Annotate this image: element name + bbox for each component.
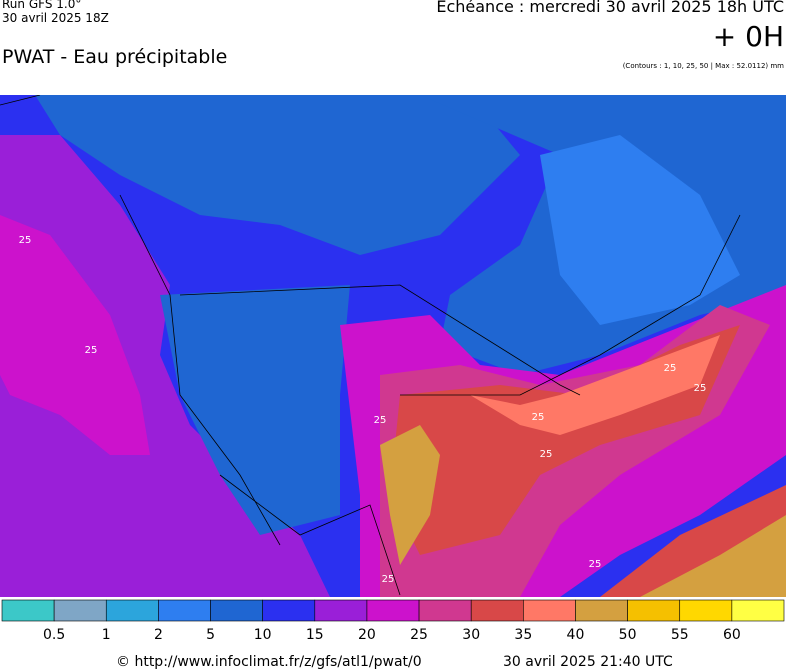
title: PWAT - Eau précipitable xyxy=(2,46,228,68)
contour-label: 25 xyxy=(540,449,553,460)
field xyxy=(470,335,720,435)
contour-label: 25 xyxy=(85,345,98,356)
contours-note: (Contours : 1, 10, 25, 50 | Max : 52.011… xyxy=(622,62,784,70)
field xyxy=(540,135,740,325)
contour-label: 25 xyxy=(664,363,677,374)
echeance: Echéance : mercredi 30 avril 2025 18h UT… xyxy=(436,0,784,16)
contour-label: 25 xyxy=(589,559,602,570)
legend-swatch xyxy=(627,599,681,622)
legend: 0.5 1 2 5 10 15 20 25 30 35 40 50 55 60 xyxy=(1,599,785,643)
legend-swatch xyxy=(575,599,628,622)
contour-label: 25 xyxy=(532,412,545,423)
legend-label: 1 xyxy=(102,627,111,643)
legend-label: 20 xyxy=(358,627,376,643)
legend-swatch xyxy=(210,599,263,622)
field xyxy=(35,95,520,255)
contour-label: 25 xyxy=(694,383,707,394)
offset: + 0H xyxy=(712,20,784,53)
legend-label: 2 xyxy=(154,627,163,643)
field xyxy=(640,515,786,597)
source: © http://www.infoclimat.fr/z/gfs/atl1/pw… xyxy=(116,654,422,670)
generated: 30 avril 2025 21:40 UTC xyxy=(503,654,673,670)
legend-label: 5 xyxy=(206,627,215,643)
legend-swatch xyxy=(105,599,159,622)
legend-label: 40 xyxy=(567,627,585,643)
field xyxy=(380,425,440,565)
contour-label: 25 xyxy=(374,415,387,426)
legend-label: 25 xyxy=(410,627,428,643)
legend-swatch xyxy=(314,599,368,622)
legend-swatch xyxy=(523,599,576,622)
legend-label: 50 xyxy=(619,627,637,643)
legend-swatch xyxy=(418,599,472,622)
legend-swatch xyxy=(366,599,420,622)
field xyxy=(0,135,330,597)
legend-label: 35 xyxy=(514,627,532,643)
run-date: 30 avril 2025 18Z xyxy=(2,11,109,25)
legend-label: 60 xyxy=(723,627,741,643)
legend-label: 0.5 xyxy=(43,627,65,643)
legend-swatch xyxy=(470,599,524,622)
contour-label: 25 xyxy=(19,235,32,246)
border xyxy=(179,284,581,596)
legend-swatch xyxy=(262,599,316,622)
legend-label: 30 xyxy=(462,627,480,643)
field xyxy=(160,285,350,535)
legend-swatch xyxy=(158,599,211,622)
contour-label: 25 xyxy=(382,574,395,585)
legend-label: 55 xyxy=(671,627,689,643)
legend-label: 15 xyxy=(306,627,324,643)
field xyxy=(0,215,150,455)
coastline xyxy=(0,95,741,546)
legend-swatch xyxy=(53,599,107,622)
map: 25 25 25 25 25 25 25 25 25 xyxy=(0,95,786,597)
run-label: Run GFS 1.0° xyxy=(2,0,82,11)
legend-swatch xyxy=(679,599,733,622)
legend-swatch xyxy=(731,599,785,622)
legend-swatch xyxy=(1,599,55,622)
legend-label: 10 xyxy=(254,627,272,643)
